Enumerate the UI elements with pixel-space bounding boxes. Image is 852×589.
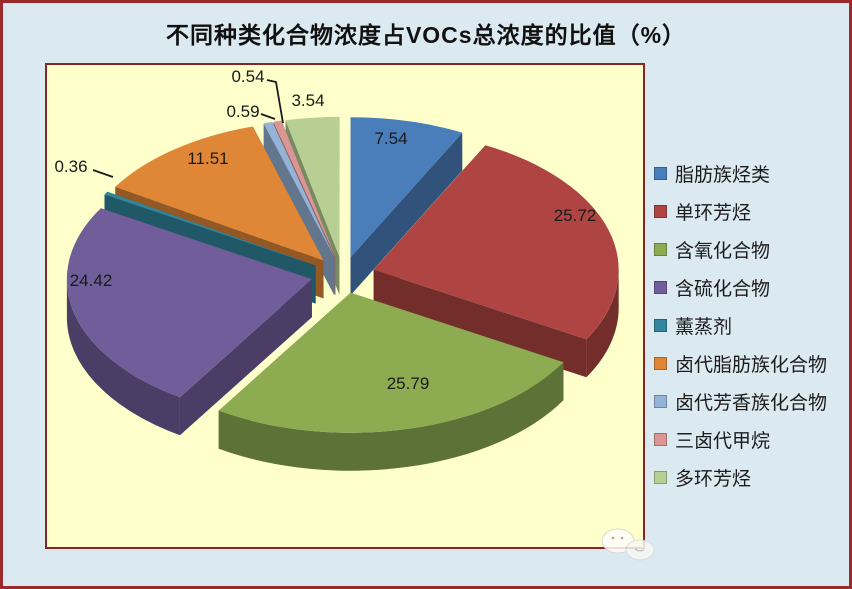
legend-label: 薰蒸剂 [675,316,733,338]
legend-swatch-icon [654,470,667,484]
legend-item-sulfur-compounds: 含硫化合物 [654,268,827,306]
pie-slice-fumigant [104,191,316,266]
legend-label: 三卤代甲烷 [675,430,771,452]
label-leader-line [92,169,114,178]
pie-slice-polycyclic-aromatics [285,116,340,257]
legend-swatch-icon [654,280,667,294]
data-label-monocyclic-aromatics: 25.72 [553,206,597,225]
legend-label: 卤代脂肪族化合物 [675,354,828,376]
legend-item-oxygenated-compounds: 含氧化合物 [654,230,827,268]
legend-swatch-icon [654,356,667,370]
pie-slice-wall-oxygenated-compounds [218,362,564,471]
pie-slice-wall-sulfur-compounds [66,279,180,436]
pie-slice-wall-sulfur-compounds [179,279,312,436]
data-label-oxygenated-compounds: 25.79 [386,374,430,393]
legend-label: 脂肪族烃类 [675,164,771,186]
data-label-polycyclic-aromatics: 3.54 [291,91,325,110]
legend-item-halogenated-aromatic: 卤代芳香族化合物 [654,382,827,420]
legend-label: 卤代芳香族化合物 [675,392,828,414]
pie-slice-oxygenated-compounds [218,292,564,433]
legend-item-trihalomethane: 三卤代甲烷 [654,420,827,458]
legend-label: 单环芳烃 [675,202,752,224]
pie-3d-chart [66,79,619,471]
label-leader-line [266,79,284,124]
data-label-halogenated-aliphatic: 11.51 [187,149,229,168]
legend-swatch-icon [654,204,667,218]
pie-slice-halogenated-aliphatic [115,126,324,261]
legend: 脂肪族烃类单环芳烃含氧化合物含硫化合物薰蒸剂卤代脂肪族化合物 卤代芳香族化合物 三卤… [654,154,827,496]
legend-item-fumigant: 薰蒸剂 [654,306,827,344]
pie-slice-sulfur-compounds [66,208,312,398]
pie-slice-monocyclic-aromatics [373,145,619,340]
pie-slice-wall-monocyclic-aromatics [586,269,619,378]
pie-slice-aliphatic-hydrocarbons [350,117,463,258]
label-leader-line [260,113,276,120]
data-label-trihalomethane: 0.54 [231,67,265,86]
legend-label: 含硫化合物 [675,278,771,300]
data-label-halogenated-aromatic: 0.59 [226,102,260,121]
legend-swatch-icon [654,318,667,332]
legend-label: 含氧化合物 [675,240,771,262]
legend-label: 多环芳烃 [675,468,752,490]
legend-swatch-icon [654,166,667,180]
pie-slice-trihalomethane [273,120,336,258]
data-label-sulfur-compounds: 24.42 [69,271,113,290]
legend-item-monocyclic-aromatics: 单环芳烃 [654,192,827,230]
pie-slice-wall-aliphatic-hydrocarbons [350,132,463,296]
legend-item-polycyclic-aromatics: 多环芳烃 [654,458,827,496]
plot-area: 7.54 25.72 25.79 24.42 0.36 11.51 0.59 0.54 3.54 [45,63,645,549]
chart-title: 不同种类化合物浓度占VOCs总浓度的比值（%） [165,22,687,48]
data-label-aliphatic-hydrocarbons: 7.54 [374,129,408,148]
pie-slice-halogenated-aromatic [263,121,335,258]
legend-item-halogenated-aliphatic: 卤代脂肪族化合物 [654,344,827,382]
legend-item-aliphatic-hydrocarbons: 脂肪族烃类 [654,154,827,192]
legend-swatch-icon [654,394,667,408]
pie-slice-wall-monocyclic-aromatics [373,269,587,378]
legend-swatch-icon [654,432,667,446]
legend-swatch-icon [654,242,667,256]
data-label-fumigant: 0.36 [54,157,88,176]
